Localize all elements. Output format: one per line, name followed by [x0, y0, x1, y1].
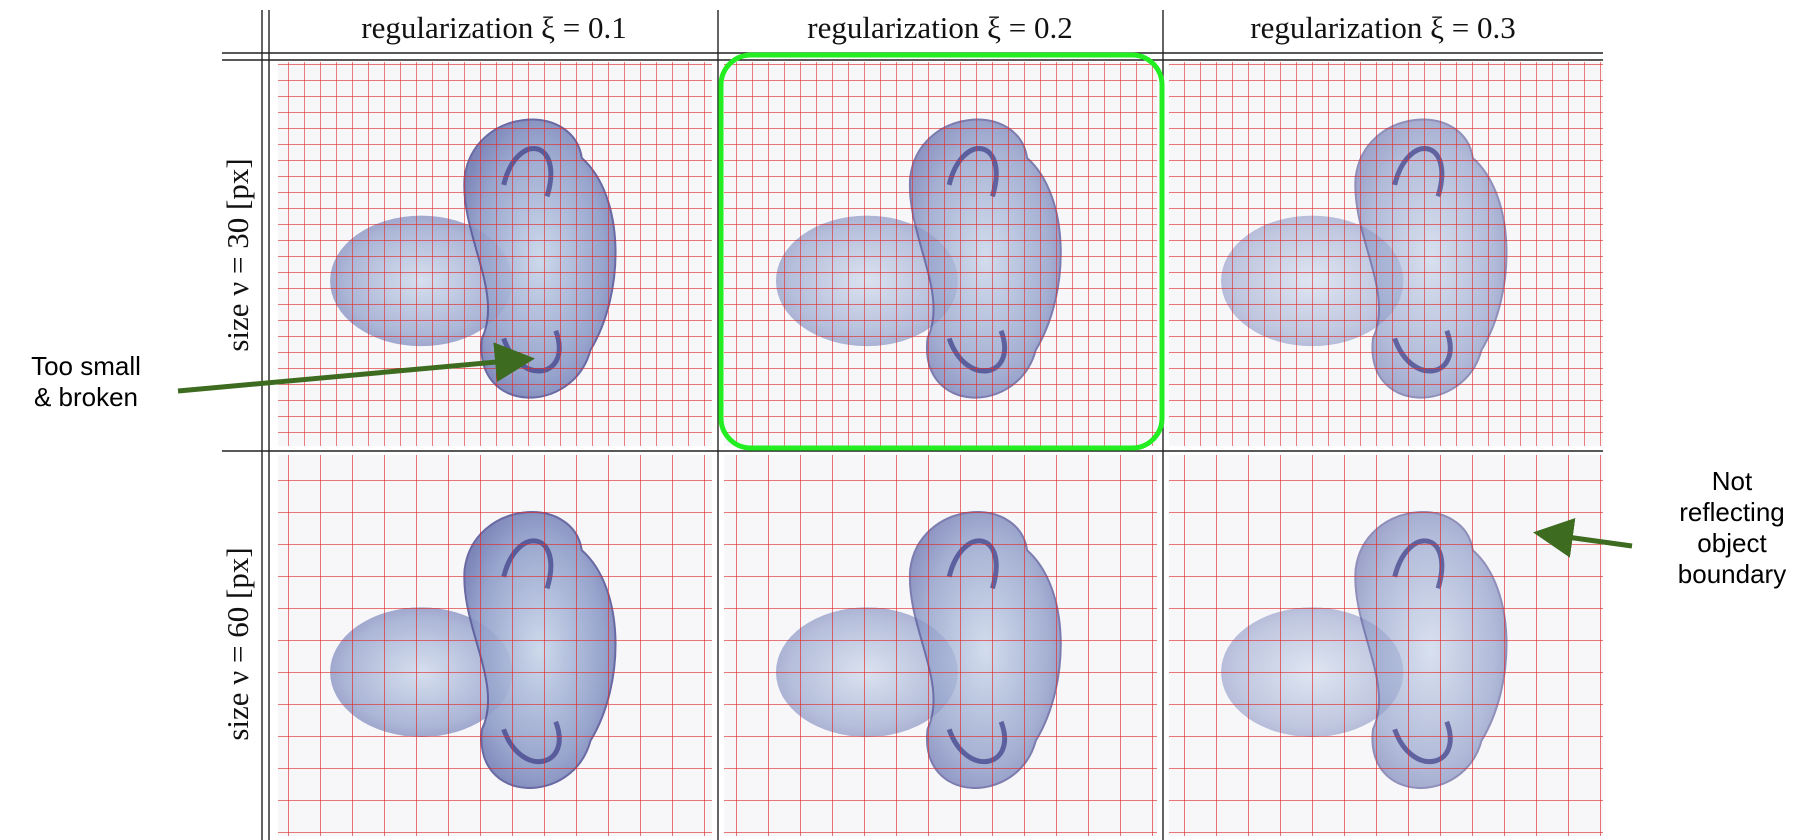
image-cell	[724, 62, 1157, 446]
annotation-text: & broken	[34, 382, 138, 412]
column-header: regularization ξ = 0.1	[361, 10, 626, 45]
superpixel-grid	[1169, 62, 1603, 446]
annotation-text: boundary	[1678, 559, 1786, 589]
annotation-text: Not	[1712, 466, 1753, 496]
image-cell	[724, 455, 1157, 836]
image-cell	[278, 62, 712, 446]
annotation-text: reflecting	[1679, 497, 1785, 527]
image-cell	[278, 455, 712, 836]
annotation-text: Too small	[31, 351, 141, 381]
row-label: size ν = 60 [px]	[220, 547, 255, 740]
column-header: regularization ξ = 0.3	[1250, 10, 1515, 45]
row-label: size ν = 30 [px]	[220, 158, 255, 351]
column-header: regularization ξ = 0.2	[807, 10, 1072, 45]
page: {"figure": { "columns": ["regularization…	[0, 0, 1802, 840]
annotation-text: object	[1697, 528, 1767, 558]
figure: regularization ξ = 0.1 regularization ξ …	[0, 0, 1802, 840]
superpixel-grid	[278, 62, 712, 446]
superpixel-grid	[1169, 455, 1603, 836]
superpixel-grid	[724, 455, 1157, 836]
superpixel-grid	[278, 455, 712, 836]
superpixel-grid	[724, 62, 1157, 446]
image-cell	[1169, 62, 1603, 446]
image-cell	[1169, 455, 1603, 836]
